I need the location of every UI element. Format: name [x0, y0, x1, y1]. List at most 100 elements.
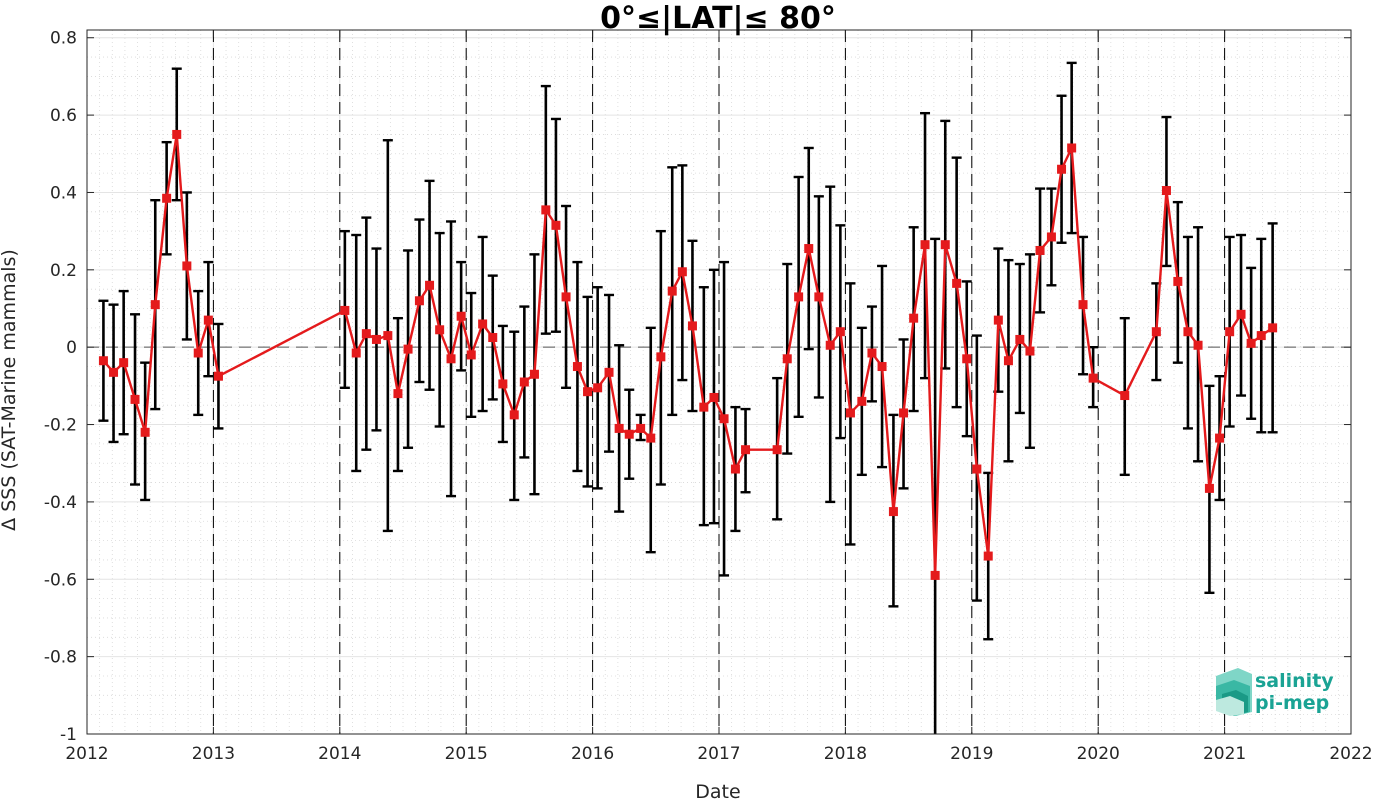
data-point [1204, 483, 1214, 493]
data-point [1015, 334, 1025, 344]
waves-logo-icon [1216, 668, 1252, 716]
data-point [498, 379, 508, 389]
y-tick-label: 0.2 [50, 261, 77, 281]
x-tick-label: 2013 [192, 744, 235, 764]
y-tick-label: 0.6 [50, 106, 77, 126]
data-point [572, 362, 582, 372]
x-tick-label: 2017 [697, 744, 740, 764]
data-point [162, 193, 172, 203]
data-point [551, 220, 561, 230]
x-tick-label: 2020 [1077, 744, 1120, 764]
data-point [930, 570, 940, 580]
chart-title: 0°≤|LAT|≤ 80° [600, 1, 836, 36]
data-point [699, 402, 709, 412]
data-point [646, 433, 656, 443]
data-point [920, 240, 930, 250]
data-point [940, 240, 950, 250]
data-point [687, 321, 697, 331]
data-point [667, 286, 677, 296]
data-point [1173, 276, 1183, 286]
data-point [983, 551, 993, 561]
data-point [393, 389, 403, 399]
data-point [1225, 327, 1235, 337]
data-point [614, 423, 624, 433]
data-point [604, 367, 614, 377]
salinity-pimep-logo: salinity pi-mep [1216, 668, 1334, 716]
data-point [478, 319, 488, 329]
data-point [340, 305, 350, 315]
data-point [541, 205, 551, 215]
data-point [109, 367, 119, 377]
x-tick-labels: 2012 2013 2014 2015 2016 2017 2018 2019 2020 2021… [65, 744, 1372, 764]
y-tick-label: -0.4 [44, 493, 77, 513]
data-point [794, 292, 804, 302]
data-point [1078, 300, 1088, 310]
y-axis-title: Δ SSS (SAT-Marine mammals) [0, 249, 20, 531]
data-point [213, 371, 223, 381]
data-point [825, 340, 835, 350]
data-point [972, 464, 982, 474]
data-point [488, 333, 498, 343]
x-tick-label: 2022 [1329, 744, 1372, 764]
data-point [172, 129, 182, 139]
data-point [1256, 331, 1266, 341]
data-point [1246, 338, 1256, 348]
data-point [1236, 309, 1246, 319]
data-markers [98, 129, 1278, 580]
data-point [435, 325, 445, 335]
data-point [466, 350, 476, 360]
data-point [636, 423, 646, 433]
data-point [182, 261, 192, 271]
data-point [857, 396, 867, 406]
data-point [529, 369, 539, 379]
data-point [361, 329, 371, 339]
data-point [383, 331, 393, 341]
data-point [1088, 373, 1098, 383]
x-tick-label: 2015 [445, 744, 488, 764]
data-point [772, 445, 782, 455]
y-tick-labels: 0.8 0.6 0.4 0.2 0 -0.2 -0.4 -0.6 -0.8 -1 [44, 29, 77, 745]
data-point [1151, 327, 1161, 337]
x-tick-label: 2019 [950, 744, 993, 764]
data-point [519, 377, 529, 387]
data-point [593, 383, 603, 393]
x-tick-label: 2021 [1203, 744, 1246, 764]
data-point [140, 427, 150, 437]
data-point [509, 410, 519, 420]
data-point [1046, 232, 1056, 242]
data-point [130, 394, 140, 404]
data-point [1035, 245, 1045, 255]
data-point [1268, 323, 1278, 333]
data-point [952, 278, 962, 288]
logo-text-pimep: pi-mep [1255, 692, 1329, 714]
data-point [1003, 356, 1013, 366]
y-tick-label: 0.4 [50, 183, 77, 203]
data-point [1193, 340, 1203, 350]
data-point [624, 429, 634, 439]
data-point [719, 414, 729, 424]
y-tick-label: 0.8 [50, 29, 77, 49]
y-tick-label: -0.2 [44, 416, 77, 436]
data-point [403, 344, 413, 354]
data-point [203, 315, 213, 325]
data-point [1161, 186, 1171, 196]
data-point [656, 352, 666, 362]
data-point [1120, 391, 1130, 401]
data-point [414, 296, 424, 306]
data-point [1067, 143, 1077, 153]
data-point [1057, 164, 1067, 174]
logo-text-salinity: salinity [1255, 670, 1334, 692]
data-point [425, 280, 435, 290]
data-point [867, 348, 877, 358]
x-tick-label: 2016 [571, 744, 614, 764]
data-point [371, 334, 381, 344]
data-point [730, 464, 740, 474]
y-tick-label: -1 [60, 725, 77, 745]
data-point [962, 354, 972, 364]
data-point [835, 327, 845, 337]
data-point [150, 300, 160, 310]
data-point [1025, 346, 1035, 356]
data-point [909, 313, 919, 323]
y-tick-label: -0.6 [44, 570, 77, 590]
data-point [888, 507, 898, 517]
